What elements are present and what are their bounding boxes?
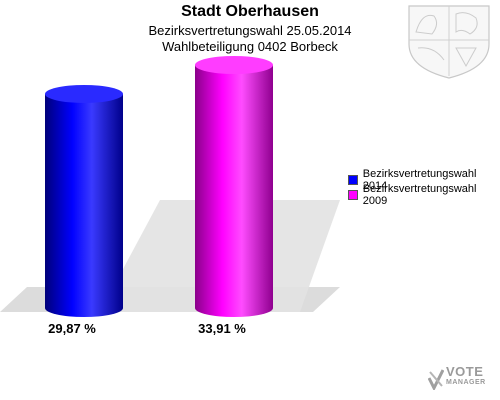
logo-word-manager: MANAGER — [446, 379, 486, 386]
vote-manager-logo: VOTE MANAGER — [428, 364, 486, 390]
legend-item: Bezirksvertretungswahl 2009 — [348, 183, 500, 207]
bar — [195, 65, 273, 317]
legend-swatch — [348, 189, 358, 200]
checkmark-icon — [428, 369, 444, 390]
bar-top — [45, 84, 123, 103]
coat-of-arms-icon — [408, 5, 490, 79]
chart-title: Stadt Oberhausen — [181, 3, 319, 20]
bar — [45, 93, 123, 318]
legend-label: Bezirksvertretungswahl 2009 — [362, 182, 477, 207]
legend-swatch — [348, 174, 358, 185]
legend: Bezirksvertretungswahl 2014 Bezirksvertr… — [348, 168, 500, 207]
value-label: 29,87 % — [48, 321, 96, 336]
legend-label: Bezirksvertretungswahl 2014 — [362, 167, 477, 192]
bar-top — [195, 56, 273, 74]
chart-subtitle: Wahlbeteiligung 0402 Borbeck — [162, 39, 338, 54]
value-label: 33,91 % — [198, 321, 246, 336]
legend-item: Bezirksvertretungswahl 2014 — [348, 168, 500, 192]
chart-subtitle: Bezirksvertretungswahl 25.05.2014 — [148, 23, 352, 38]
logo-word-vote: VOTE — [446, 364, 484, 379]
